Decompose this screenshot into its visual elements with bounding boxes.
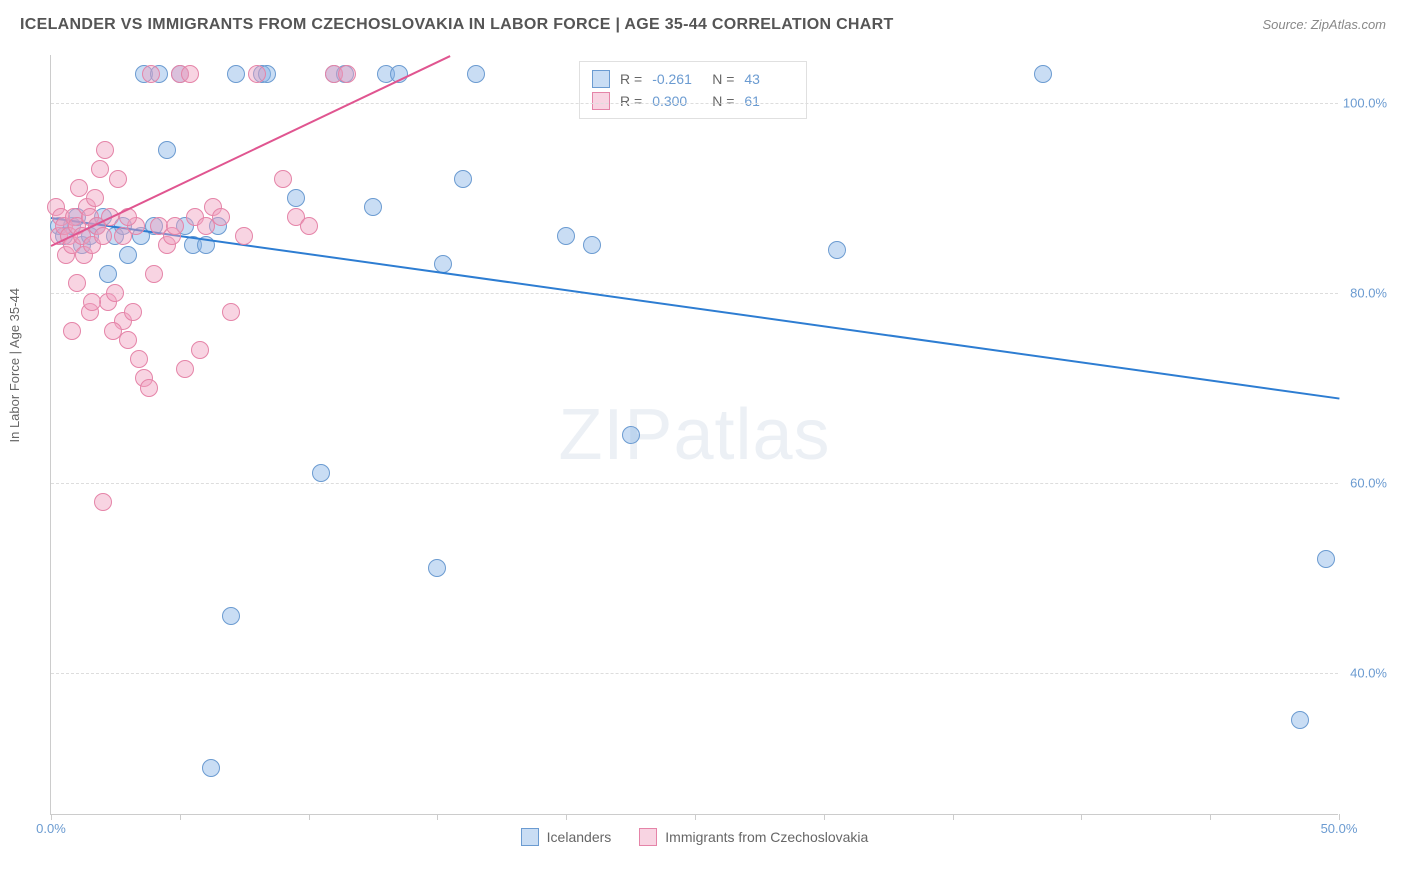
correlation-stats-box: R = -0.261 N = 43 R = 0.300 N = 61 <box>579 61 807 119</box>
x-tick-mark <box>824 814 825 820</box>
scatter-point <box>248 65 266 83</box>
scatter-point <box>94 227 112 245</box>
x-tick-mark <box>180 814 181 820</box>
chart-title: ICELANDER VS IMMIGRANTS FROM CZECHOSLOVA… <box>20 16 894 34</box>
series-legend: Icelanders Immigrants from Czechoslovakia <box>51 828 1338 846</box>
scatter-point <box>1034 65 1052 83</box>
grid-line <box>51 293 1338 294</box>
scatter-point <box>94 493 112 511</box>
stats-row: R = -0.261 N = 43 <box>592 68 794 90</box>
chart-container: ZIPatlas R = -0.261 N = 43 R = 0.300 N = 61… <box>50 55 1390 845</box>
scatter-point <box>181 65 199 83</box>
plot-area: ZIPatlas R = -0.261 N = 43 R = 0.300 N = 61… <box>50 55 1338 815</box>
x-tick-mark <box>1339 814 1340 820</box>
scatter-point <box>119 331 137 349</box>
scatter-point <box>63 322 81 340</box>
scatter-point <box>119 246 137 264</box>
scatter-point <box>300 217 318 235</box>
scatter-point <box>212 208 230 226</box>
scatter-point <box>96 141 114 159</box>
stat-r-label: R = <box>620 71 642 87</box>
x-tick-mark <box>566 814 567 820</box>
x-tick-mark <box>1210 814 1211 820</box>
y-tick-label: 80.0% <box>1350 285 1387 300</box>
stat-n-label: N = <box>712 71 734 87</box>
x-tick-mark <box>51 814 52 820</box>
x-tick-label: 50.0% <box>1321 821 1358 836</box>
grid-line <box>51 673 1338 674</box>
scatter-point <box>338 65 356 83</box>
scatter-point <box>124 303 142 321</box>
x-tick-mark <box>437 814 438 820</box>
scatter-point <box>86 189 104 207</box>
scatter-point <box>202 759 220 777</box>
series-swatch <box>592 92 610 110</box>
x-tick-label: 0.0% <box>36 821 66 836</box>
stat-n-label: N = <box>712 93 734 109</box>
source-attribution: Source: ZipAtlas.com <box>1262 17 1386 32</box>
stat-n-value: 61 <box>744 93 794 109</box>
legend-label: Icelanders <box>547 829 612 845</box>
y-tick-label: 100.0% <box>1343 95 1387 110</box>
scatter-point <box>109 170 127 188</box>
scatter-point <box>222 607 240 625</box>
y-axis-label: In Labor Force | Age 35-44 <box>7 288 22 442</box>
stat-n-value: 43 <box>744 71 794 87</box>
scatter-point <box>287 189 305 207</box>
legend-label: Immigrants from Czechoslovakia <box>665 829 868 845</box>
scatter-point <box>235 227 253 245</box>
stat-r-value: 0.300 <box>652 93 702 109</box>
stat-r-value: -0.261 <box>652 71 702 87</box>
grid-line <box>51 483 1338 484</box>
watermark: ZIPatlas <box>558 394 830 476</box>
y-tick-label: 40.0% <box>1350 665 1387 680</box>
grid-line <box>51 103 1338 104</box>
legend-item: Immigrants from Czechoslovakia <box>639 828 868 846</box>
scatter-point <box>583 236 601 254</box>
stat-r-label: R = <box>620 93 642 109</box>
scatter-point <box>142 65 160 83</box>
scatter-point <box>104 322 122 340</box>
legend-swatch <box>639 828 657 846</box>
x-tick-mark <box>309 814 310 820</box>
scatter-point <box>467 65 485 83</box>
scatter-point <box>83 293 101 311</box>
stats-row: R = 0.300 N = 61 <box>592 90 794 112</box>
scatter-point <box>130 350 148 368</box>
series-swatch <box>592 70 610 88</box>
scatter-point <box>99 265 117 283</box>
scatter-point <box>91 160 109 178</box>
scatter-point <box>364 198 382 216</box>
x-tick-mark <box>1081 814 1082 820</box>
scatter-point <box>828 241 846 259</box>
scatter-point <box>557 227 575 245</box>
scatter-point <box>191 341 209 359</box>
scatter-point <box>312 464 330 482</box>
scatter-point <box>227 65 245 83</box>
scatter-point <box>106 284 124 302</box>
scatter-point <box>222 303 240 321</box>
scatter-point <box>1317 550 1335 568</box>
scatter-point <box>428 559 446 577</box>
x-tick-mark <box>695 814 696 820</box>
scatter-point <box>1291 711 1309 729</box>
scatter-point <box>166 217 184 235</box>
scatter-point <box>454 170 472 188</box>
scatter-point <box>140 379 158 397</box>
scatter-point <box>145 265 163 283</box>
scatter-point <box>274 170 292 188</box>
scatter-point <box>622 426 640 444</box>
scatter-point <box>158 141 176 159</box>
y-tick-label: 60.0% <box>1350 475 1387 490</box>
legend-item: Icelanders <box>521 828 612 846</box>
x-tick-mark <box>953 814 954 820</box>
scatter-point <box>176 360 194 378</box>
legend-swatch <box>521 828 539 846</box>
scatter-point <box>68 274 86 292</box>
